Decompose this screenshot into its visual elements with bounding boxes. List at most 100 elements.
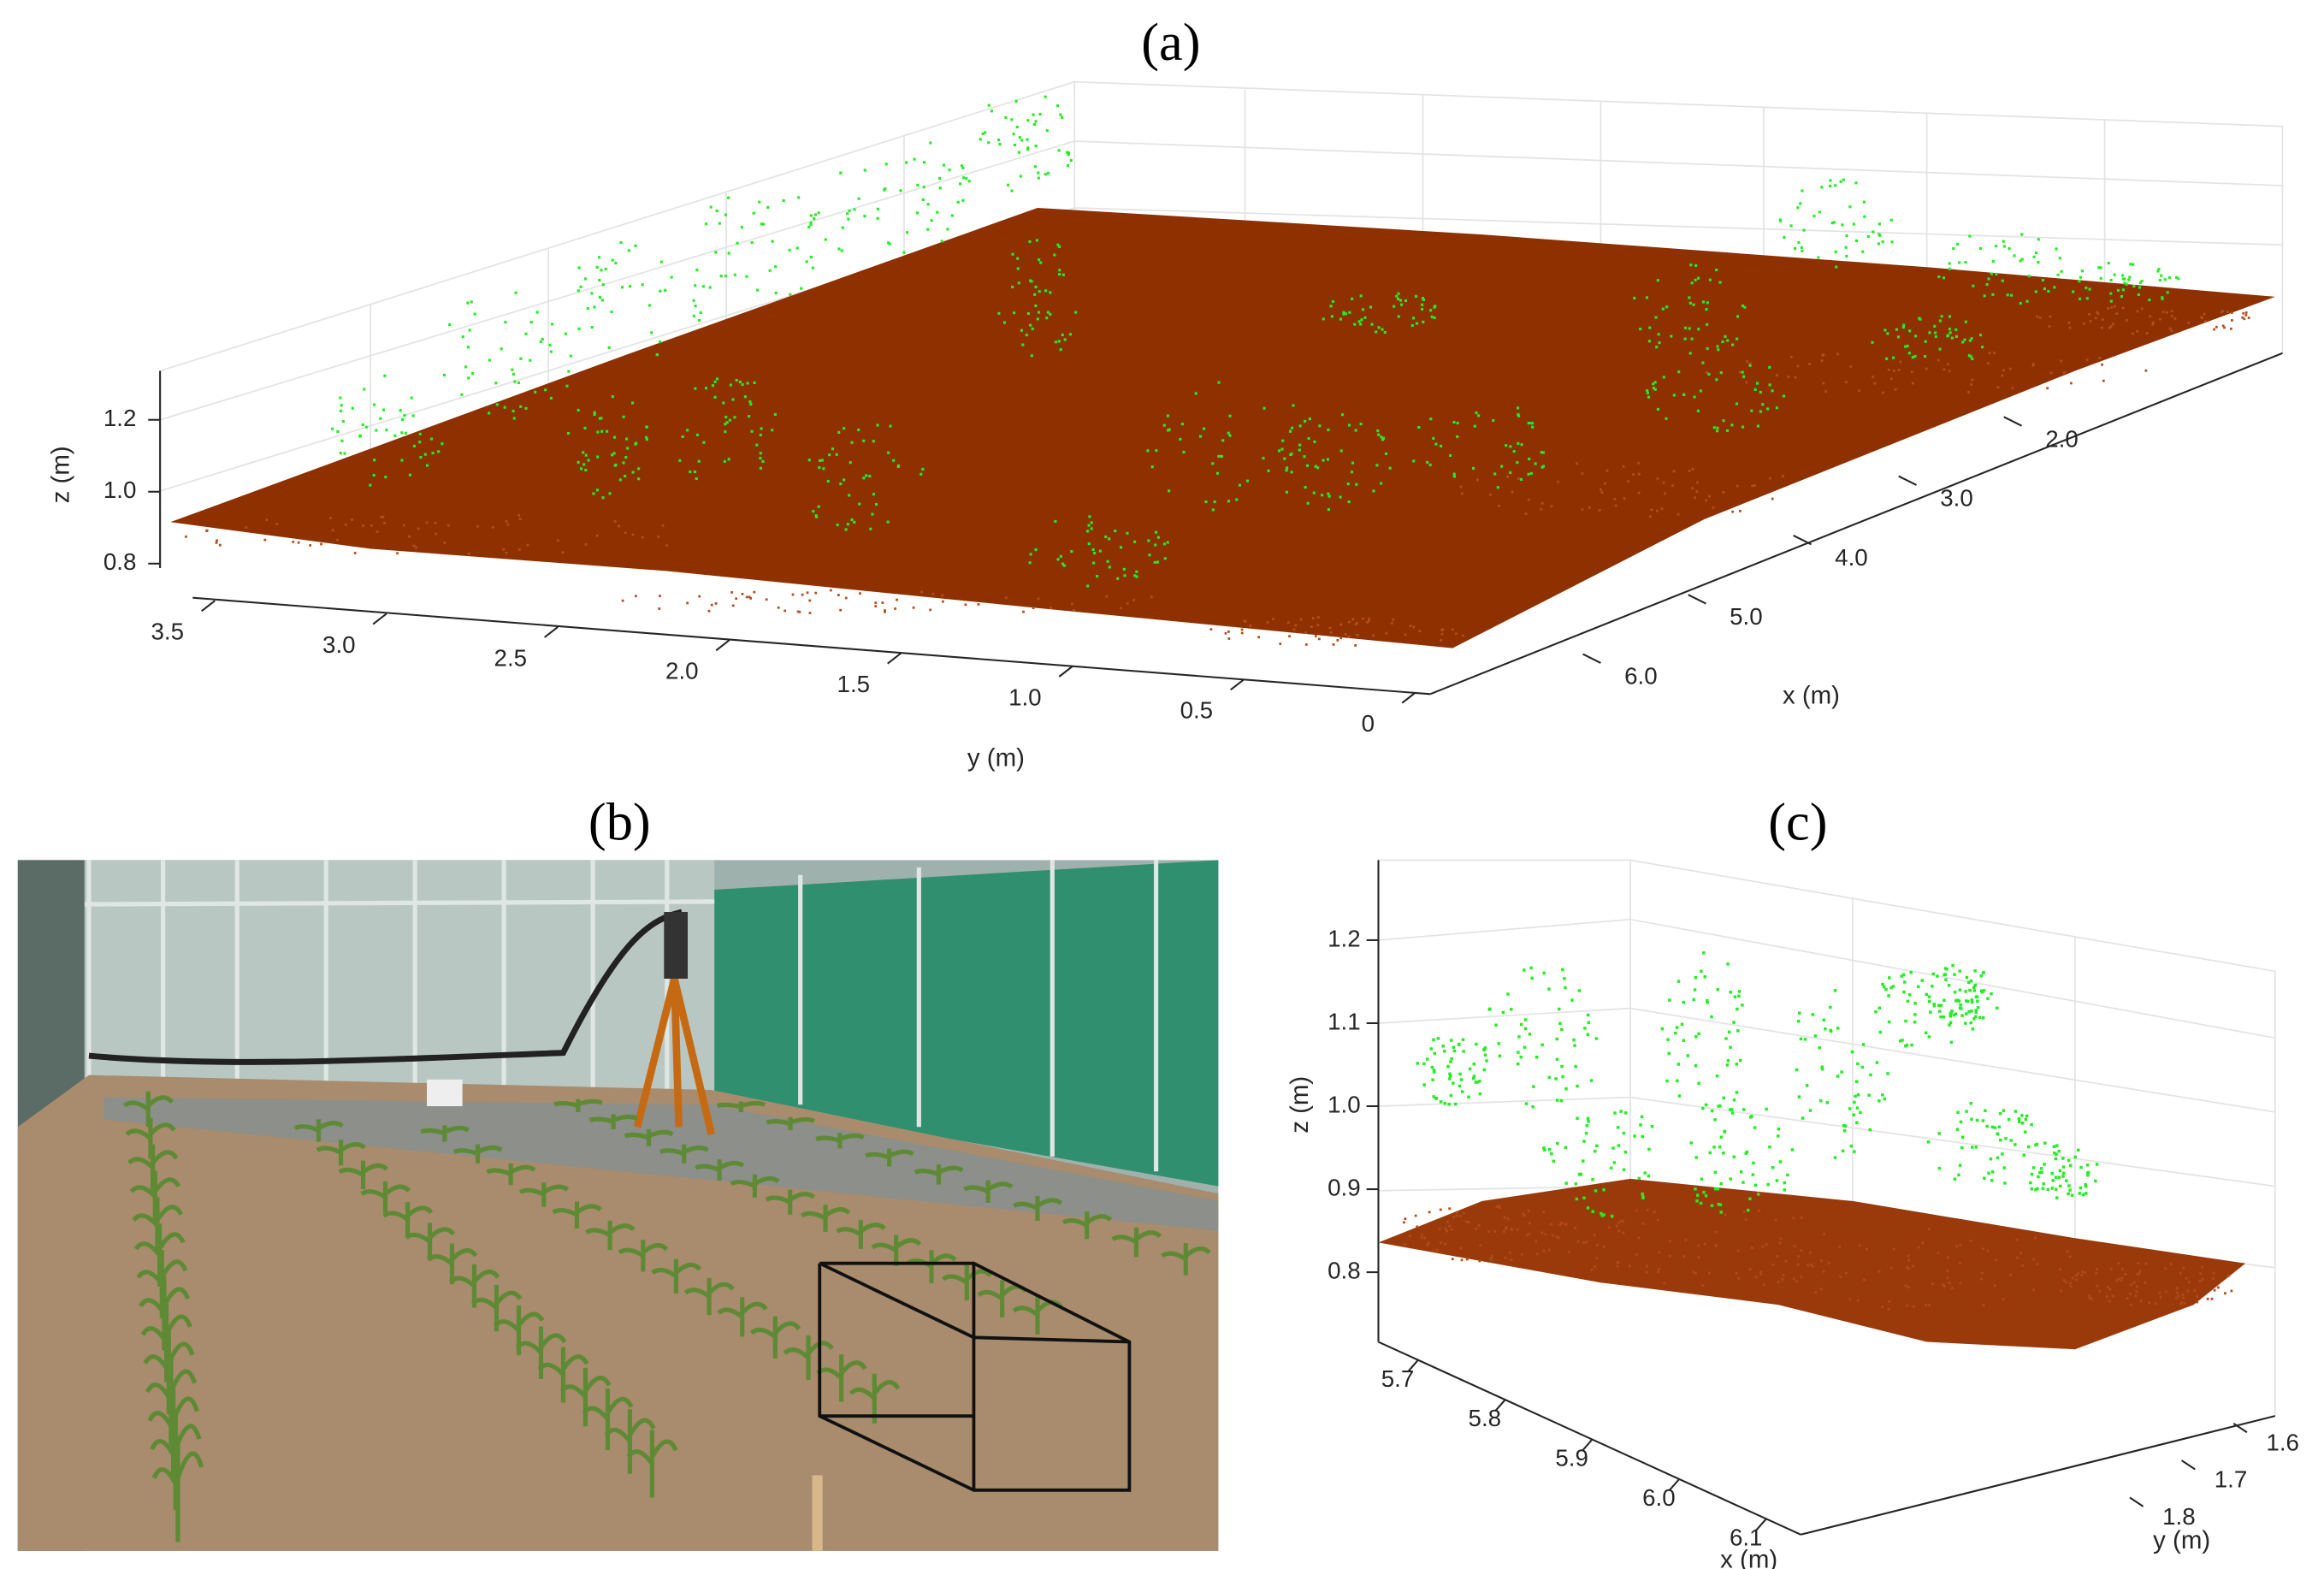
point: [718, 222, 721, 225]
point: [2041, 278, 2045, 282]
tick-label: 0: [1362, 710, 1375, 737]
point: [1982, 1247, 1984, 1251]
plant: [1160, 1243, 1211, 1276]
plant: [452, 1144, 503, 1163]
point: [1037, 597, 1040, 601]
point: [1984, 1109, 1987, 1112]
point: [1603, 482, 1606, 485]
point: [1602, 1188, 1606, 1192]
point: [2063, 371, 2066, 374]
point: [393, 434, 397, 437]
point: [1871, 340, 1874, 344]
point: [1557, 1236, 1560, 1240]
point: [495, 403, 499, 406]
point: [1591, 1210, 1594, 1213]
point: [618, 524, 620, 528]
point: [1148, 554, 1151, 557]
point: [1718, 1203, 1723, 1206]
point: [1716, 429, 1719, 433]
point: [1656, 477, 1659, 480]
point: [1209, 628, 1213, 631]
point: [837, 594, 840, 596]
point: [1902, 323, 1906, 327]
point: [1822, 1018, 1826, 1022]
point: [1272, 618, 1274, 621]
point: [938, 176, 942, 181]
point: [1053, 253, 1056, 257]
point: [748, 595, 751, 599]
point: [2007, 1117, 2011, 1122]
point: [869, 527, 872, 530]
point: [1368, 619, 1370, 623]
point: [884, 187, 887, 191]
point: [813, 217, 816, 221]
point: [753, 381, 756, 384]
point: [1168, 489, 1171, 493]
point: [1377, 326, 1381, 329]
point: [2177, 277, 2180, 281]
point: [1452, 475, 1456, 478]
point: [2025, 1114, 2029, 1118]
point: [2180, 1301, 2183, 1304]
point: [641, 536, 644, 539]
point: [777, 606, 780, 609]
point: [1438, 1228, 1441, 1231]
point: [2126, 1297, 2129, 1300]
point: [1887, 368, 1890, 371]
point: [1361, 308, 1365, 311]
point: [2020, 1114, 2024, 1117]
point: [1450, 1039, 1453, 1042]
point: [2002, 1109, 2006, 1112]
point: [1838, 1245, 1842, 1248]
plant: [537, 1347, 589, 1403]
point: [753, 590, 756, 594]
point: [582, 451, 585, 454]
point: [1910, 370, 1913, 373]
point: [1996, 1006, 1999, 1010]
point: [1759, 390, 1762, 394]
point: [1560, 1221, 1563, 1224]
point: [590, 326, 594, 329]
point: [2106, 1286, 2109, 1288]
point: [709, 205, 713, 209]
point: [1964, 320, 1967, 323]
point: [1353, 323, 1357, 326]
point: [1452, 1081, 1455, 1085]
point: [1745, 1150, 1749, 1154]
point: [2148, 298, 2151, 302]
point: [579, 285, 582, 288]
point: [1971, 378, 1974, 382]
point: [1517, 414, 1521, 417]
point: [2107, 307, 2110, 310]
point: [1552, 1234, 1554, 1237]
point: [2003, 1181, 2007, 1185]
point: [1602, 1245, 1606, 1248]
point: [2031, 1166, 2036, 1169]
point: [1958, 988, 1962, 992]
point: [755, 443, 759, 447]
point: [466, 301, 470, 305]
point: [610, 311, 613, 314]
point: [1974, 995, 1978, 999]
point: [1363, 316, 1367, 319]
point: [1925, 1304, 1927, 1306]
point: [2132, 263, 2135, 266]
point: [1529, 966, 1533, 970]
point: [1768, 477, 1771, 480]
point: [1993, 1284, 1996, 1288]
point: [2095, 1272, 2098, 1276]
point: [1881, 1093, 1884, 1097]
point: [1381, 328, 1384, 331]
point: [435, 532, 437, 536]
plant: [338, 1160, 389, 1190]
point: [1422, 1083, 1426, 1086]
plant: [659, 1144, 709, 1163]
point: [1498, 505, 1500, 507]
point: [1958, 969, 1961, 973]
point: [2048, 325, 2051, 328]
point: [1737, 990, 1742, 993]
point: [1534, 462, 1537, 465]
point: [1430, 1065, 1434, 1069]
plant: [604, 1409, 656, 1474]
point: [2210, 1297, 2214, 1300]
